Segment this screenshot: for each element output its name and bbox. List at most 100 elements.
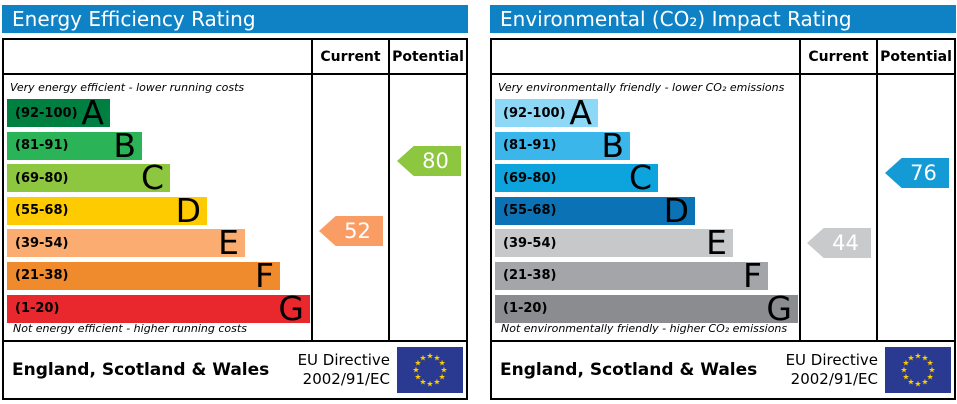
rating-band-f: (21-38) F: [495, 255, 768, 295]
energy-rating-table: Current Potential Very energy efficient …: [2, 38, 468, 342]
energy-current-arrow: 52: [319, 216, 383, 246]
region-label: England, Scotland & Wales: [500, 360, 758, 380]
band-range-label: (55-68): [503, 203, 557, 219]
eu-directive-label: EU Directive 2002/91/EC: [786, 351, 878, 389]
svg-text:★: ★: [440, 366, 447, 375]
band-letter: A: [81, 93, 104, 132]
band-range-label: (1-20): [503, 301, 548, 317]
top-note: Very environmentally friendly - lower CO…: [498, 81, 785, 94]
band-range-label: (39-54): [503, 235, 557, 251]
energy-band-chart: Very energy efficient - lower running co…: [4, 75, 313, 340]
svg-text:★: ★: [426, 352, 433, 361]
band-letter: F: [743, 255, 762, 295]
environmental-rating-table: Current Potential Very environmentally f…: [490, 38, 956, 342]
environmental-current-arrow: 44: [807, 228, 871, 258]
svg-text:★: ★: [414, 373, 421, 382]
svg-text:★: ★: [921, 353, 928, 362]
band-letter: E: [706, 223, 727, 263]
top-note: Very energy efficient - lower running co…: [10, 81, 245, 94]
eu-flag-icon: ★ ★ ★ ★ ★ ★ ★ ★ ★ ★ ★ ★: [397, 347, 463, 393]
eu-directive-line2: 2002/91/EC: [790, 370, 878, 388]
potential-column-header: Potential: [390, 40, 466, 75]
table-corner-cell: [4, 40, 313, 75]
band-letter: D: [175, 190, 201, 230]
environmental-band-chart: Very environmentally friendly - lower CO…: [492, 75, 801, 340]
svg-text:★: ★: [902, 359, 909, 368]
svg-text:★: ★: [921, 378, 928, 387]
rating-band-c: (69-80) C: [7, 158, 170, 198]
svg-text:★: ★: [412, 366, 419, 375]
energy-current-column: 52: [313, 75, 390, 340]
energy-panel-footer: England, Scotland & Wales EU Directive 2…: [2, 342, 468, 400]
rating-band-b: (81-91) B: [495, 125, 630, 165]
svg-text:★: ★: [907, 353, 914, 362]
svg-text:★: ★: [426, 380, 433, 389]
svg-text:★: ★: [433, 353, 440, 362]
band-letter: D: [663, 190, 689, 230]
table-corner-cell: [492, 40, 801, 75]
environmental-panel-title: Environmental (CO₂) Impact Rating: [490, 5, 956, 33]
eu-directive-line1: EU Directive: [297, 351, 390, 370]
environmental-current-column: 44: [801, 75, 878, 340]
band-letter: G: [766, 288, 792, 328]
band-letter: E: [218, 223, 239, 263]
band-range-label: (55-68): [15, 203, 69, 219]
eu-directive-line1: EU Directive: [785, 351, 878, 370]
band-range-label: (21-38): [503, 268, 557, 284]
band-range-label: (92-100): [15, 105, 78, 121]
rating-band-e: (39-54) E: [7, 223, 245, 263]
region-label: England, Scotland & Wales: [12, 360, 270, 380]
bottom-note: Not environmentally friendly - higher CO…: [501, 322, 788, 335]
energy-efficiency-panel: Energy Efficiency Rating Current Potenti…: [2, 5, 468, 400]
band-range-label: (81-91): [15, 138, 69, 154]
energy-potential-column: 80: [390, 75, 466, 340]
rating-band-c: (69-80) C: [495, 161, 658, 194]
band-letter: G: [278, 288, 304, 328]
energy-panel-title: Energy Efficiency Rating: [2, 5, 468, 33]
rating-band-e: (39-54) E: [495, 223, 733, 263]
svg-text:★: ★: [439, 359, 446, 368]
svg-text:★: ★: [902, 373, 909, 382]
band-letter: F: [255, 255, 274, 295]
rating-band-a: (92-100) A: [495, 93, 598, 132]
environmental-potential-arrow: 76: [885, 158, 949, 188]
environmental-potential-column: 76: [878, 75, 954, 340]
band-letter: B: [113, 125, 136, 165]
bottom-note: Not energy efficient - higher running co…: [13, 322, 247, 335]
svg-text:★: ★: [900, 366, 907, 375]
environmental-panel-footer: England, Scotland & Wales EU Directive 2…: [490, 342, 956, 400]
rating-bands: (92-100) A (81-91) B (69-80) C (55-68) D (39-54)…: [7, 93, 311, 328]
environmental-impact-panel: Environmental (CO₂) Impact Rating Curren…: [490, 5, 956, 400]
band-range-label: (21-38): [15, 268, 69, 284]
rating-band-g: (1-20) G: [495, 288, 798, 328]
current-column-header: Current: [313, 40, 390, 75]
svg-text:★: ★: [414, 359, 421, 368]
band-letter: B: [601, 125, 624, 165]
potential-column-header: Potential: [878, 40, 954, 75]
eu-directive-line2: 2002/91/EC: [302, 370, 390, 388]
rating-band-d: (55-68) D: [7, 190, 207, 230]
rating-band-g: (1-20) G: [7, 288, 310, 328]
eu-flag-icon: ★ ★ ★ ★ ★ ★ ★ ★ ★ ★ ★ ★: [885, 347, 951, 393]
band-range-label: (69-80): [15, 170, 69, 186]
band-letter: C: [140, 158, 164, 198]
svg-text:★: ★: [927, 373, 934, 382]
band-range-label: (92-100): [503, 105, 566, 121]
svg-text:★: ★: [914, 352, 921, 361]
band-range-label: (69-80): [503, 170, 557, 186]
svg-text:★: ★: [439, 373, 446, 382]
rating-bands: (92-100) A (81-91) B (69-80) C (55-68) D (39-54)…: [495, 93, 799, 328]
band-letter: A: [569, 93, 592, 132]
rating-band-a: (92-100) A: [7, 93, 110, 132]
svg-text:★: ★: [927, 359, 934, 368]
energy-potential-arrow: 80: [397, 146, 461, 176]
svg-text:★: ★: [928, 366, 935, 375]
band-range-label: (1-20): [15, 301, 60, 317]
svg-text:★: ★: [419, 378, 426, 387]
rating-band-f: (21-38) F: [7, 255, 280, 295]
band-range-label: (39-54): [15, 235, 69, 251]
rating-band-b: (81-91) B: [7, 125, 142, 165]
svg-text:★: ★: [419, 353, 426, 362]
band-range-label: (81-91): [503, 138, 557, 154]
